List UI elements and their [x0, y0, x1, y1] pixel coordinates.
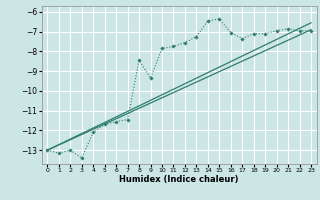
X-axis label: Humidex (Indice chaleur): Humidex (Indice chaleur) [119, 175, 239, 184]
